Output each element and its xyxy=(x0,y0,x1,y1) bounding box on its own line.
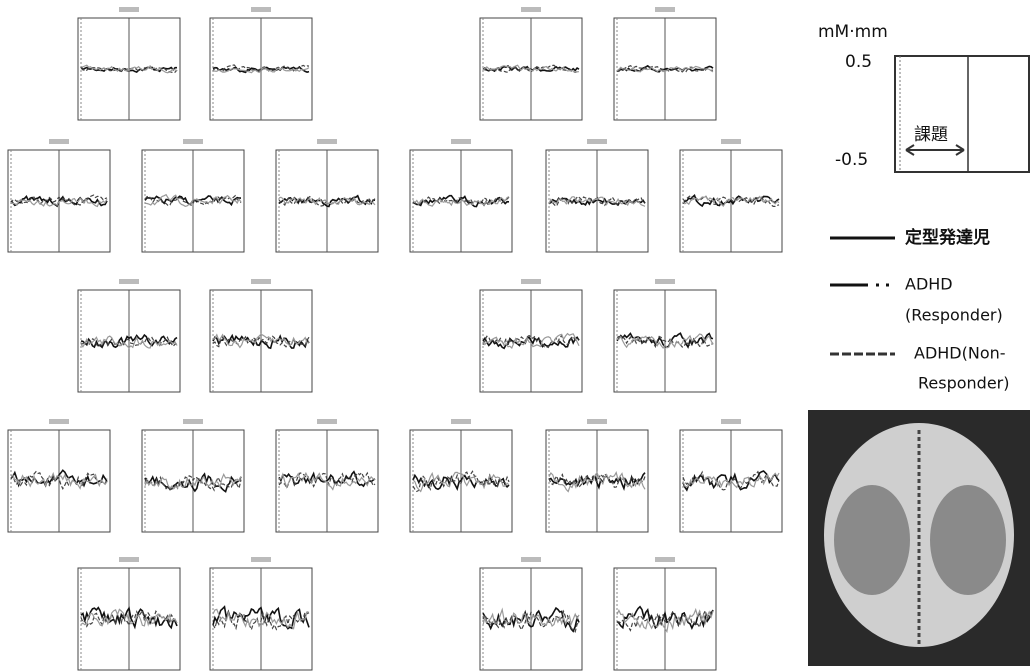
channel-label xyxy=(49,139,69,144)
task-label: 課題 xyxy=(914,125,948,145)
channel-label xyxy=(317,419,337,424)
legend-entry: ADHD xyxy=(905,275,953,294)
channel-label xyxy=(587,419,607,424)
channel-label xyxy=(521,7,541,12)
channel-label xyxy=(655,557,675,562)
brain-region xyxy=(930,485,1006,595)
channel-label xyxy=(49,419,69,424)
brain-image xyxy=(808,410,1030,666)
channel-label xyxy=(721,419,741,424)
ymax-label: 0.5 xyxy=(845,52,872,72)
figure: mM·mm 0.5 -0.5 課題 定型発達児 ADHD (Responder)… xyxy=(0,0,1030,672)
legend: mM·mm 0.5 -0.5 課題 定型発達児 ADHD (Responder)… xyxy=(818,22,1029,393)
scale-box xyxy=(895,56,1029,172)
channel-label xyxy=(451,419,471,424)
channel-label xyxy=(251,557,271,562)
channel-label xyxy=(317,139,337,144)
channel-label xyxy=(119,557,139,562)
legend-entry: 定型発達児 xyxy=(905,227,990,248)
channel-label xyxy=(119,279,139,284)
task-arrow xyxy=(906,145,964,155)
ymin-label: -0.5 xyxy=(835,150,868,170)
channel-label xyxy=(183,419,203,424)
channel-panels xyxy=(8,7,782,670)
channel-label xyxy=(451,139,471,144)
channel-label xyxy=(521,557,541,562)
channel-label xyxy=(251,279,271,284)
channel-label xyxy=(655,279,675,284)
channel-label xyxy=(721,139,741,144)
channel-label xyxy=(655,7,675,12)
legend-entry: ADHD(Non- xyxy=(914,344,1006,363)
legend-entry: Responder) xyxy=(918,374,1009,393)
unit-label: mM·mm xyxy=(818,22,888,42)
legend-entry: (Responder) xyxy=(905,306,1003,325)
channel-label xyxy=(521,279,541,284)
channel-label xyxy=(251,7,271,12)
channel-label xyxy=(587,139,607,144)
channel-label xyxy=(119,7,139,12)
channel-label xyxy=(183,139,203,144)
brain-region xyxy=(834,485,910,595)
